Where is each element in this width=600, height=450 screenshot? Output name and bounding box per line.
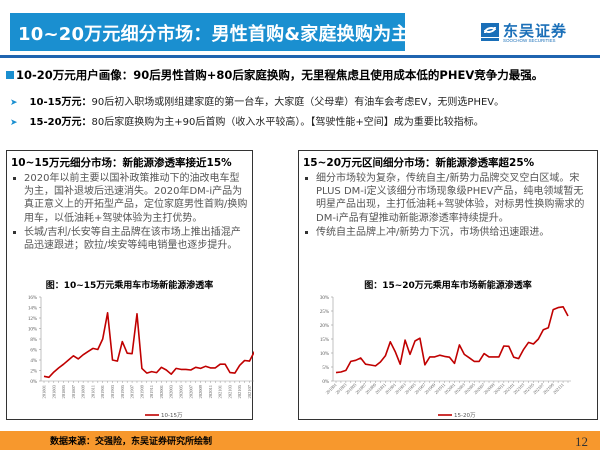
svg-text:0%: 0% <box>30 380 37 385</box>
svg-text:202007: 202007 <box>188 384 193 398</box>
arrow-bullet-icon: ➤ <box>10 118 18 128</box>
panel-15-20: 15~20万元区间细分市场：新能源渗透率超25% 细分市场较为复杂，传统自主/新… <box>298 150 598 420</box>
company-logo: 东吴证券 SOOCHOW SECURITIES <box>481 22 591 44</box>
svg-text:202005: 202005 <box>179 384 184 398</box>
svg-text:201801: 201801 <box>42 385 47 399</box>
svg-text:15-20万: 15-20万 <box>454 412 476 419</box>
svg-text:202103: 202103 <box>227 384 232 398</box>
svg-text:202001: 202001 <box>159 385 164 399</box>
svg-text:10%: 10% <box>28 328 37 333</box>
svg-text:202101: 202101 <box>218 385 223 399</box>
bullet-key: 10-15万元： <box>29 97 92 108</box>
svg-text:202009: 202009 <box>198 384 203 398</box>
svg-text:202105: 202105 <box>237 384 242 398</box>
svg-text:201805: 201805 <box>61 384 66 398</box>
svg-text:6%: 6% <box>30 349 37 354</box>
page-number: 12 <box>575 434 588 449</box>
svg-text:20%: 20% <box>320 324 329 329</box>
svg-text:201803: 201803 <box>51 384 56 398</box>
svg-text:8%: 8% <box>30 338 37 343</box>
page-title: 10~20万元细分市场：男性首购&家庭换购为主 <box>18 24 410 45</box>
svg-text:5%: 5% <box>322 366 329 371</box>
svg-text:201903: 201903 <box>110 384 115 398</box>
svg-text:0%: 0% <box>322 380 329 385</box>
data-source: 数据来源：交强险，东吴证券研究所绘制 <box>50 437 213 447</box>
logo-text-en: SOOCHOW SECURITIES <box>503 38 556 43</box>
svg-text:201811: 201811 <box>90 385 95 398</box>
svg-text:202111: 202111 <box>552 382 565 395</box>
panel-10-15: 10~15万元细分市场：新能源渗透率接近15% 2020年以前主要以国补政策推动… <box>6 150 254 420</box>
bullet-15-20: ➤ 15-20万元：80后家庭换购为主+90后首购（收入水平较高）。【驾驶性能+空… <box>10 113 484 128</box>
svg-text:201809: 201809 <box>81 384 86 398</box>
line-chart-10-15: 0% 2% 4% 6% 8% 10% 12% 14% 16% 201801 201803 201805… <box>28 296 254 419</box>
svg-text:15%: 15% <box>320 338 329 343</box>
line-chart-15-20: 0%5%10%15%20%25%30%201801201803201805201… <box>320 296 571 419</box>
svg-text:202003: 202003 <box>169 384 174 398</box>
arrow-bullet-icon: ➤ <box>10 98 18 108</box>
panel-point: 长城/吉利/长安等自主品牌在该市场上推出插混产品迅速跟进；欧拉/埃安等纯电销量也… <box>12 226 248 252</box>
panel-heading: 15~20万元区间细分市场：新能源渗透率超25% <box>303 157 535 169</box>
summary-line: 10-20万元用户画像：90后男性首购+80后家庭换购，无里程焦虑且使用成本低的… <box>6 67 543 83</box>
svg-text:16%: 16% <box>28 296 37 301</box>
svg-text:30%: 30% <box>320 296 329 301</box>
figure-caption: 图：10~15万元乘用车市场新能源渗透率 <box>45 281 214 291</box>
logo-text-cn: 东吴证券 <box>503 22 568 40</box>
bullet-key: 15-20万元： <box>29 117 92 128</box>
soochow-logo-icon <box>481 23 499 41</box>
panel-point: 传统自主品牌上冲/新势力下沉，市场供给迅速跟进。 <box>304 226 593 239</box>
bullet-text: 90后初入职场或刚组建家庭的第一台车，大家庭（父母辈）有油车会考虑EV，无则选P… <box>91 97 505 108</box>
bullet-text: 80后家庭换购为主+90后首购（收入水平较高）。【驾驶性能+空间】成为重要比较指… <box>91 117 484 128</box>
figure-caption: 图：15~20万元乘用车市场新能源渗透率 <box>364 281 532 291</box>
footer-bar: 数据来源：交强险，东吴证券研究所绘制 12 <box>0 431 600 450</box>
title-bar: 10~20万元细分市场：男性首购&家庭换购为主 <box>10 13 409 51</box>
svg-text:201905: 201905 <box>120 384 125 398</box>
svg-text:202107: 202107 <box>247 384 252 398</box>
svg-text:201909: 201909 <box>139 384 144 398</box>
svg-text:25%: 25% <box>320 310 329 315</box>
panel-point: 细分市场较为复杂，传统自主/新势力品牌交叉空白区域。宋PLUS DM-i定义该细… <box>304 172 593 225</box>
panel-heading: 10~15万元细分市场：新能源渗透率接近15% <box>11 157 232 169</box>
svg-text:10%: 10% <box>320 352 329 357</box>
svg-text:202011: 202011 <box>208 385 213 398</box>
svg-text:12%: 12% <box>28 317 37 322</box>
svg-text:201807: 201807 <box>71 384 76 398</box>
panel-points: 2020年以前主要以国补政策推动下的油改电车型为主，国补退坡后迅速消失。2020… <box>12 172 248 253</box>
square-bullet-icon <box>6 71 14 79</box>
svg-text:14%: 14% <box>28 307 37 312</box>
panel-point: 2020年以前主要以国补政策推动下的油改电车型为主，国补退坡后迅速消失。2020… <box>12 172 248 225</box>
svg-text:201907: 201907 <box>130 384 135 398</box>
svg-text:201911: 201911 <box>149 385 154 398</box>
svg-text:4%: 4% <box>30 359 37 364</box>
summary-text: 10-20万元用户画像：90后男性首购+80后家庭换购，无里程焦虑且使用成本低的… <box>16 68 544 82</box>
header-divider <box>0 55 600 58</box>
bullet-10-15: ➤ 10-15万元：90后初入职场或刚组建家庭的第一台车，大家庭（父母辈）有油车会… <box>10 93 504 108</box>
svg-text:10-15万: 10-15万 <box>161 412 183 419</box>
svg-text:2%: 2% <box>30 370 37 375</box>
svg-text:201901: 201901 <box>100 385 105 399</box>
panel-points: 细分市场较为复杂，传统自主/新势力品牌交叉空白区域。宋PLUS DM-i定义该细… <box>304 172 593 240</box>
